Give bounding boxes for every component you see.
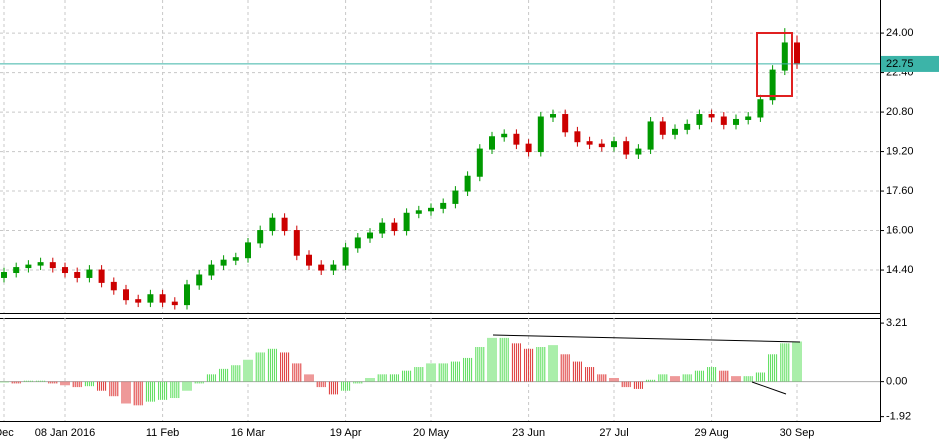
candle-body: [330, 264, 337, 271]
x-tick-label: 11 Feb: [146, 427, 179, 439]
candle-body: [464, 175, 471, 192]
y-tick-label: -1.92: [886, 411, 911, 423]
x-tick-label: 23 Jun: [512, 427, 545, 439]
candle-body: [757, 99, 764, 118]
candle-body: [110, 281, 117, 291]
candle-body: [159, 294, 166, 303]
candle-body: [232, 257, 239, 261]
candle-body: [391, 222, 398, 232]
candle-body: [696, 114, 703, 125]
candle-body: [171, 301, 178, 306]
y-tick-label: 17.60: [886, 185, 914, 197]
y-tick-label: 0.00: [886, 376, 907, 388]
candle-body: [379, 222, 386, 234]
y-tick-label: 3.21: [886, 317, 907, 329]
trend-line: [492, 334, 801, 343]
candle-body: [489, 136, 495, 150]
candle-body: [537, 116, 544, 153]
candle-body: [476, 148, 483, 177]
candle-body: [501, 133, 508, 138]
candle-body: [623, 141, 630, 155]
candle-body: [257, 230, 264, 244]
candle-body: [354, 237, 361, 249]
candle-body: [684, 123, 691, 130]
candle-body: [196, 274, 203, 286]
highlight-box: [756, 32, 793, 97]
candle-body: [562, 114, 569, 133]
y-tick-label: 24.00: [886, 27, 914, 39]
x-tick-label: 16 Mar: [231, 427, 266, 439]
candle-body: [513, 133, 520, 145]
candle-body: [37, 262, 44, 266]
candle-body: [428, 207, 434, 212]
candle-body: [415, 210, 422, 214]
candle-body: [611, 141, 617, 148]
last-price-box: [881, 55, 939, 72]
candle-body: [184, 284, 190, 306]
candle-body: [208, 264, 215, 276]
last-price-label: 22.75: [886, 58, 914, 70]
y-tick-label: 14.40: [886, 264, 914, 276]
x-tick-label: 20 May: [413, 427, 450, 439]
candle-body: [794, 42, 800, 65]
candle-body: [452, 190, 459, 204]
candle-body: [781, 42, 788, 71]
x-tick-label: Dec: [0, 427, 14, 439]
candle-body: [440, 202, 447, 209]
x-tick-label: 19 Apr: [330, 427, 362, 439]
candle-body: [720, 116, 727, 125]
candle-body: [574, 131, 581, 143]
candle-body: [586, 141, 593, 145]
candle-body: [733, 118, 739, 125]
candle-body: [403, 212, 410, 232]
candle-body: [367, 232, 373, 239]
candle-body: [62, 267, 68, 274]
candle-body: [269, 217, 276, 232]
candle-body: [745, 116, 752, 120]
candle-body: [635, 148, 642, 155]
candle-body: [1, 272, 7, 278]
x-tick-label: 30 Sep: [780, 427, 815, 439]
candle-body: [525, 143, 532, 153]
candle-body: [659, 121, 666, 135]
x-tick-label: 29 Aug: [694, 427, 728, 439]
candle-body: [342, 247, 349, 266]
candle-body: [49, 262, 56, 269]
candle-body: [281, 217, 288, 232]
candle-body: [86, 269, 93, 278]
candle-body: [318, 264, 325, 271]
candle-body: [672, 128, 678, 135]
candle-body: [245, 242, 251, 259]
candle-body: [306, 254, 312, 266]
candle-body: [598, 143, 605, 148]
candle-body: [293, 230, 300, 256]
y-tick-label: 19.20: [886, 145, 914, 157]
candle-body: [550, 114, 556, 118]
candle-body: [25, 264, 32, 269]
y-tick-label: 16.00: [886, 224, 914, 236]
y-tick-label: 20.80: [886, 106, 914, 118]
candle-body: [647, 121, 654, 150]
x-tick-label: 08 Jan 2016: [35, 427, 96, 439]
candle-body: [220, 259, 227, 266]
candle-body: [74, 272, 81, 278]
candle-body: [769, 69, 776, 101]
candle-body: [135, 299, 142, 303]
candle-body: [147, 294, 154, 303]
candle-body: [123, 289, 129, 301]
candle-body: [13, 267, 20, 274]
trend-line: [751, 381, 787, 395]
candle-body: [708, 114, 715, 118]
x-tick-label: 27 Jul: [599, 427, 628, 439]
candle-body: [98, 269, 105, 283]
